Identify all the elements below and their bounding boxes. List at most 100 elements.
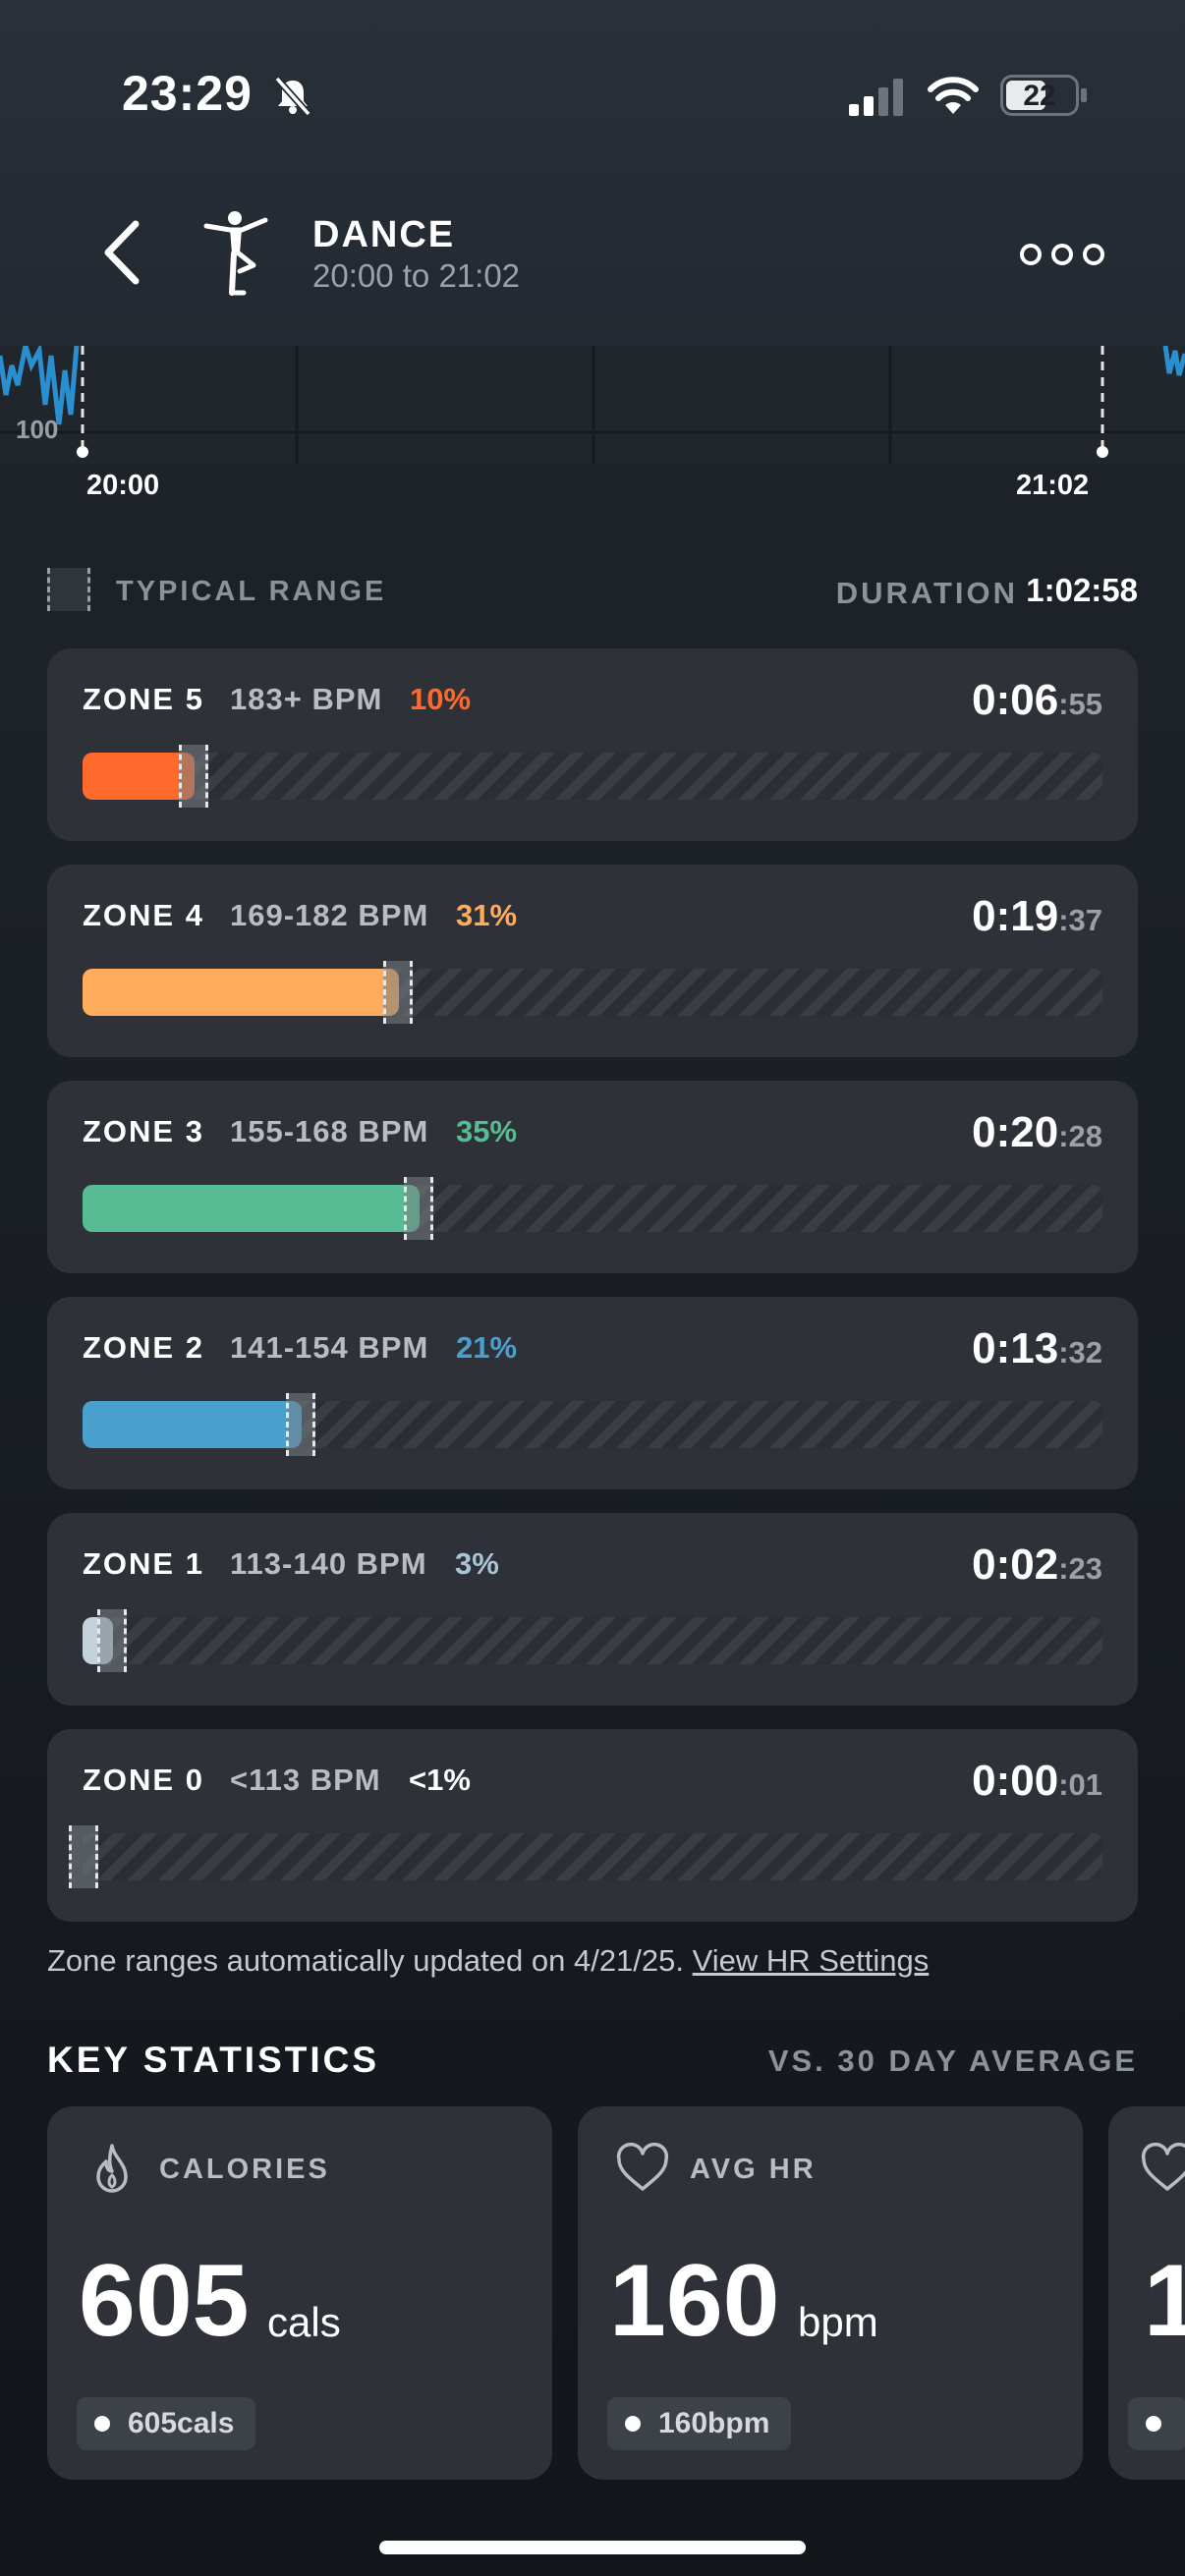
stat-value: 160	[609, 2244, 780, 2358]
zone-bar-track	[83, 1393, 1102, 1456]
stat-label: AVG HR	[690, 2154, 817, 2185]
zone-bar-fill	[83, 753, 195, 800]
zone-bar-fill	[83, 1401, 302, 1448]
wifi-icon	[928, 77, 979, 114]
zone-percent: 3%	[455, 1546, 499, 1581]
zone-card: ZONE 3 155-168 BPM 35% 0:20:28	[47, 1081, 1138, 1273]
zone-bpm-range: <113 BPM	[230, 1763, 381, 1797]
zone-name: ZONE 0	[83, 1763, 204, 1797]
zone-duration-main: 0:00	[972, 1757, 1059, 1805]
typical-range-swatch	[47, 568, 90, 611]
key-statistics-title: KEY STATISTICS	[47, 2040, 380, 2080]
zone-bar-fill	[83, 1185, 420, 1232]
zone-bpm-range: 183+ BPM	[230, 682, 383, 716]
hr-zones-list: ZONE 5 183+ BPM 10% 0:06:55 ZONE 4 169-182 BP…	[47, 648, 1138, 1945]
zone-card: ZONE 4 169-182 BPM 31% 0:19:37	[47, 865, 1138, 1057]
hr-chart-strip: 100 20:00 21:02	[0, 342, 1185, 503]
zone-update-text: Zone ranges automatically updated on 4/2…	[47, 1943, 693, 1978]
status-bar: 23:29 22	[0, 0, 1185, 196]
chart-end-label: 21:02	[1016, 470, 1090, 501]
zone-bpm-range: 113-140 BPM	[230, 1546, 427, 1581]
typical-range-marker	[69, 1825, 98, 1888]
zone-card: ZONE 0 <113 BPM <1% 0:00:01	[47, 1729, 1138, 1922]
status-time: 23:29	[122, 66, 253, 121]
zone-bpm-range: 169-182 BPM	[230, 898, 429, 932]
legend-row: TYPICAL RANGE DURATION 1:02:58	[47, 566, 1138, 617]
zone-duration: 0:13:32	[972, 1324, 1102, 1373]
nav-bar: DANCE 20:00 to 21:02	[0, 196, 1185, 346]
stat-average-pill: 605cals	[77, 2397, 256, 2450]
battery-cap	[1081, 88, 1087, 102]
stat-unit: cals	[267, 2299, 341, 2345]
next-stat-card[interactable]: 1	[1108, 2106, 1185, 2480]
zone-duration-seconds: :32	[1058, 1335, 1102, 1370]
zone-bar-track	[83, 1609, 1102, 1672]
stat-value: 605	[79, 2244, 250, 2358]
zone-percent: 35%	[456, 1114, 518, 1148]
zone-duration: 0:19:37	[972, 892, 1102, 941]
dance-activity-icon	[203, 211, 268, 296]
zone-percent: <1%	[409, 1763, 471, 1797]
zone-percent: 21%	[456, 1330, 518, 1365]
zone-percent: 10%	[410, 682, 472, 716]
flame-icon	[96, 2144, 128, 2193]
zone-bpm-range: 141-154 BPM	[230, 1330, 429, 1365]
typical-range-marker	[404, 1177, 433, 1240]
silent-bell-icon	[274, 76, 311, 117]
zone-name: ZONE 1	[83, 1546, 204, 1581]
stat-average-pill: 160bpm	[607, 2397, 792, 2450]
zone-duration-main: 0:06	[972, 676, 1059, 724]
typical-range-marker	[383, 961, 413, 1024]
cell-signal-icon	[849, 79, 903, 116]
vs-average-toggle[interactable]: VS. 30 DAY AVERAGE	[767, 2044, 1138, 2078]
zone-bar-track	[83, 745, 1102, 808]
zone-bar-track	[83, 961, 1102, 1024]
battery-fill	[1006, 81, 1045, 110]
zone-bar-track	[83, 1177, 1102, 1240]
zone-bpm-range: 155-168 BPM	[230, 1114, 429, 1148]
zone-name: ZONE 3	[83, 1114, 204, 1148]
zone-duration: 0:06:55	[972, 676, 1102, 725]
zone-duration: 0:02:23	[972, 1540, 1102, 1590]
heart-icon	[1141, 2142, 1185, 2191]
chart-start-label: 20:00	[86, 470, 160, 501]
view-hr-settings-link[interactable]: View HR Settings	[692, 1943, 930, 1978]
calories-card[interactable]: CALORIES 605 cals 605cals	[47, 2106, 552, 2480]
zone-card: ZONE 1 113-140 BPM 3% 0:02:23	[47, 1513, 1138, 1706]
zone-name: ZONE 4	[83, 898, 204, 932]
zone-bar-track	[69, 1825, 1102, 1888]
battery-level: 22	[1023, 80, 1056, 112]
typical-range-label: TYPICAL RANGE	[116, 576, 387, 607]
typical-range-marker	[179, 745, 208, 808]
zone-duration-main: 0:20	[972, 1108, 1059, 1156]
zone-name: ZONE 2	[83, 1330, 204, 1365]
zone-duration-seconds: :01	[1058, 1767, 1102, 1802]
zone-duration-seconds: :28	[1058, 1119, 1102, 1153]
chart-y-tick: 100	[16, 415, 59, 444]
hr-line	[0, 342, 80, 425]
stat-unit: bpm	[798, 2299, 878, 2345]
zone-duration-main: 0:13	[972, 1324, 1059, 1372]
hr-chart	[0, 342, 1185, 464]
zone-duration-seconds: :55	[1058, 687, 1102, 721]
zone-duration: 0:00:01	[972, 1757, 1102, 1806]
zone-bar-fill	[83, 969, 399, 1016]
back-button[interactable]	[94, 218, 153, 287]
battery-icon: 22	[1000, 75, 1079, 116]
zone-update-note: Zone ranges automatically updated on 4/2…	[47, 1943, 929, 1979]
zone-card: ZONE 2 141-154 BPM 21% 0:13:32	[47, 1297, 1138, 1489]
home-indicator[interactable]	[379, 2541, 806, 2554]
typical-range-marker	[97, 1609, 127, 1672]
more-options-button[interactable]	[1018, 240, 1106, 269]
duration-value: 1:02:58	[1026, 572, 1138, 608]
zone-percent: 31%	[456, 898, 518, 932]
hr-line-end	[1162, 345, 1185, 376]
avg-hr-card[interactable]: AVG HR 160 bpm 160bpm	[578, 2106, 1083, 2480]
zone-card: ZONE 5 183+ BPM 10% 0:06:55	[47, 648, 1138, 841]
zone-duration-main: 0:02	[972, 1540, 1059, 1589]
zone-duration: 0:20:28	[972, 1108, 1102, 1157]
heart-icon	[616, 2142, 669, 2191]
stat-value: 1	[1144, 2244, 1185, 2358]
typical-range-marker	[286, 1393, 315, 1456]
